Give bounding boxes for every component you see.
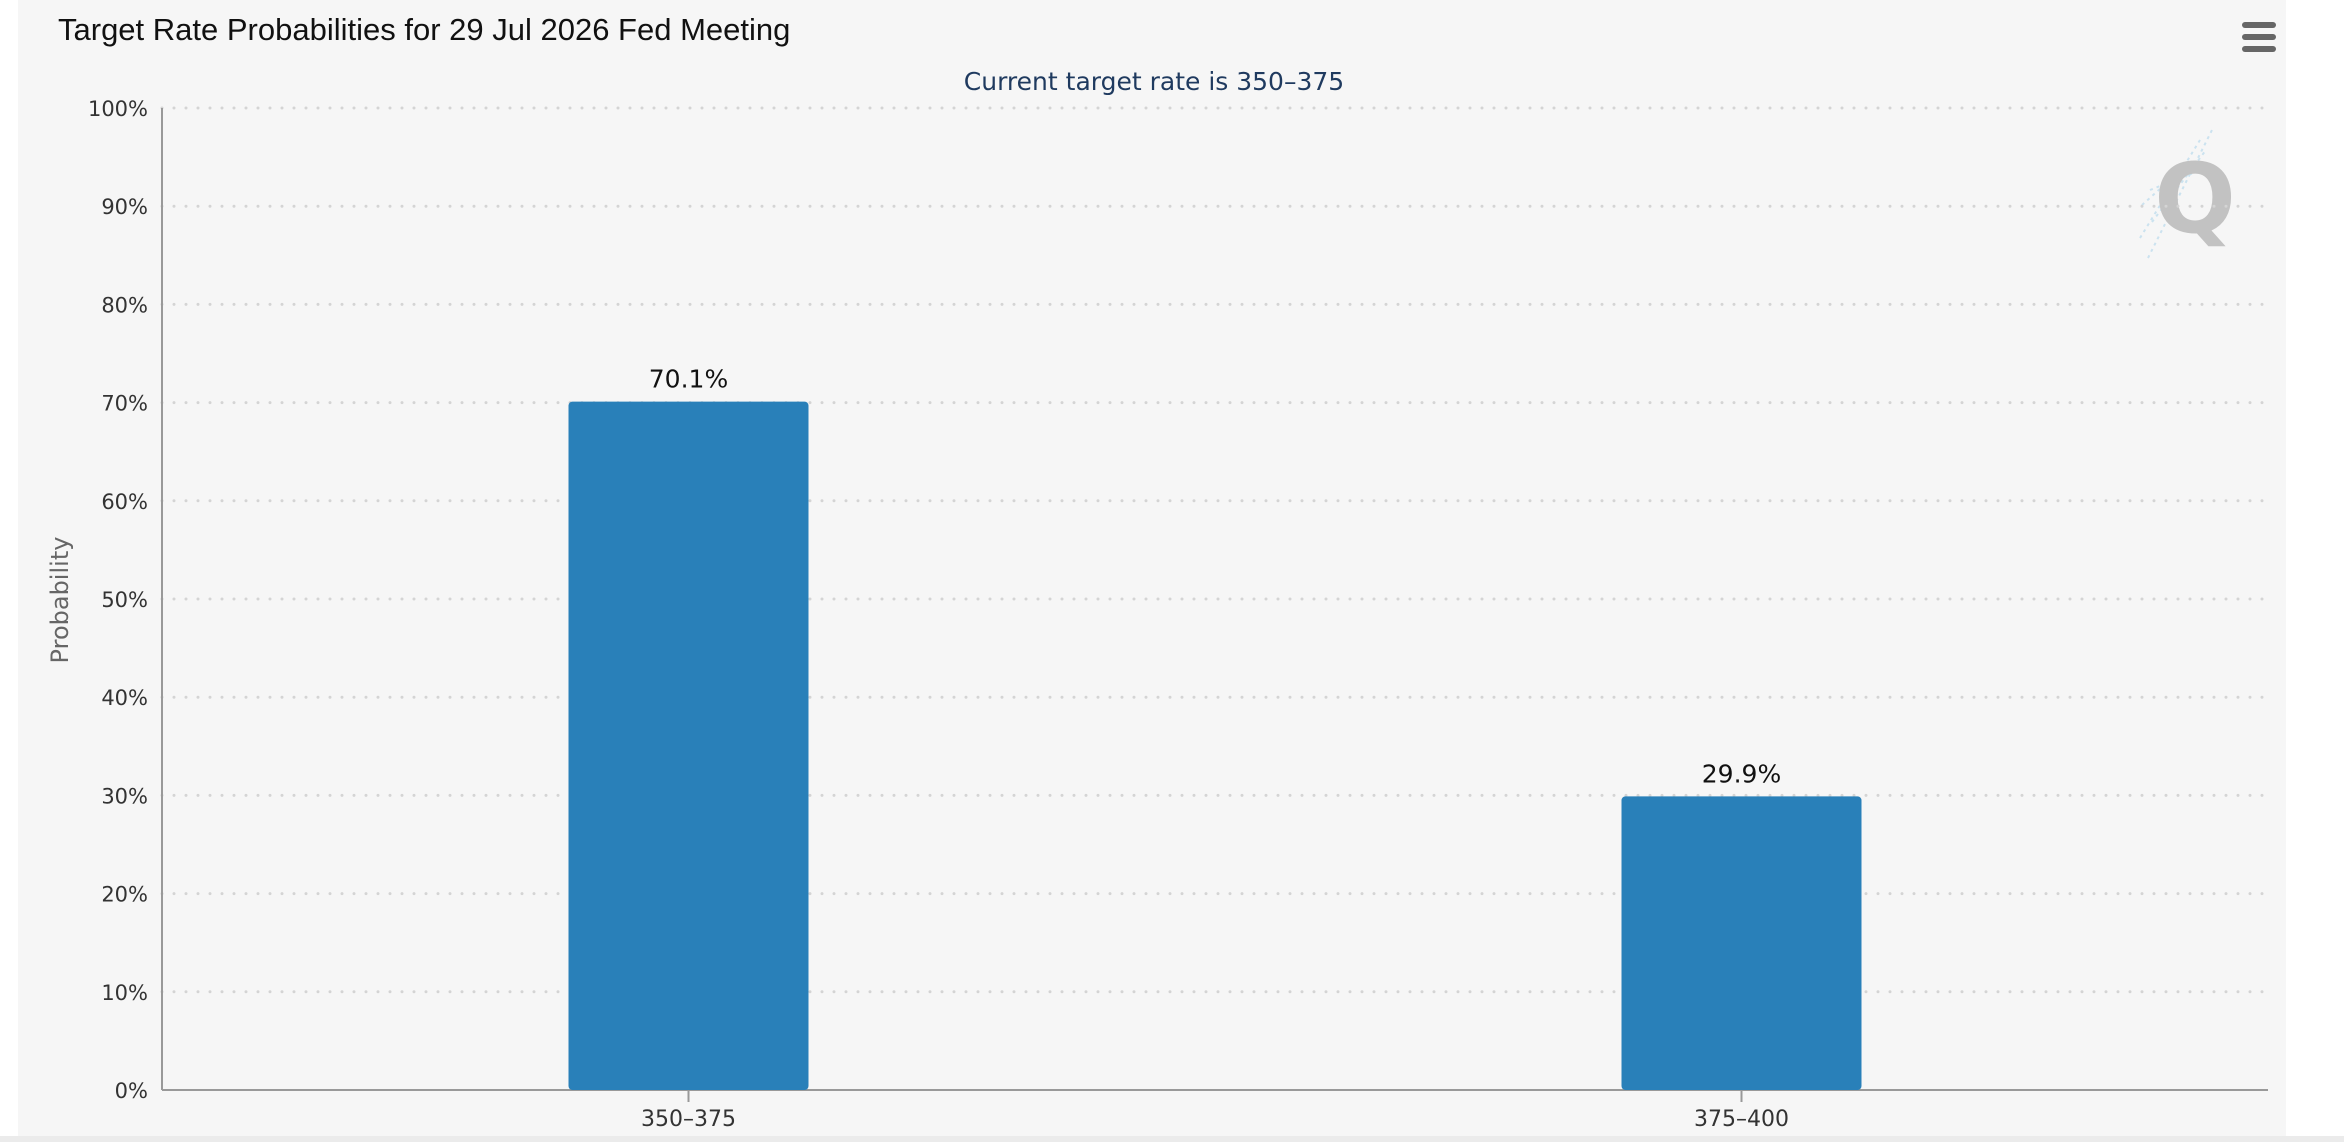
y-tick-label: 30% xyxy=(101,784,148,808)
x-tick-label: 375–400 xyxy=(1694,1107,1789,1132)
data-label: 29.9% xyxy=(1702,759,1781,788)
bottom-border xyxy=(0,1136,2344,1142)
y-axis-ticks: 0% 10% 20% 30% 40% 50% 60% 70% 80% 90% 100% xyxy=(88,97,148,1103)
data-label: 70.1% xyxy=(649,365,728,394)
y-tick-label: 10% xyxy=(101,981,148,1005)
data-labels: 70.1% 29.9% xyxy=(649,365,1781,789)
y-tick-label: 50% xyxy=(101,588,148,612)
bar-1[interactable] xyxy=(568,401,809,1090)
hamburger-menu-icon[interactable] xyxy=(2242,22,2276,52)
gridlines xyxy=(160,106,2270,994)
x-tick-label: 350–375 xyxy=(641,1107,736,1132)
x-axis-ticks: 350–375 375–400 xyxy=(641,1090,1789,1132)
y-tick-label: 20% xyxy=(101,883,148,907)
bar-2[interactable] xyxy=(1621,796,1862,1090)
chart-panel: Target Rate Probabilities for 29 Jul 202… xyxy=(18,0,2286,1136)
y-tick-label: 60% xyxy=(101,490,148,514)
watermark-letter: Q xyxy=(2154,143,2236,255)
y-tick-label: 0% xyxy=(115,1079,148,1103)
y-axis-title: Probability xyxy=(46,537,74,664)
y-tick-label: 90% xyxy=(101,195,148,219)
y-tick-label: 40% xyxy=(101,686,148,710)
quikstrike-logo-icon: Q xyxy=(2139,129,2236,259)
y-tick-label: 100% xyxy=(88,97,148,121)
y-tick-label: 70% xyxy=(101,392,148,416)
chart-subtitle: Current target rate is 350–375 xyxy=(964,67,1344,96)
y-tick-label: 80% xyxy=(101,293,148,317)
bars xyxy=(568,401,1862,1090)
chart-title: Target Rate Probabilities for 29 Jul 202… xyxy=(58,12,791,47)
